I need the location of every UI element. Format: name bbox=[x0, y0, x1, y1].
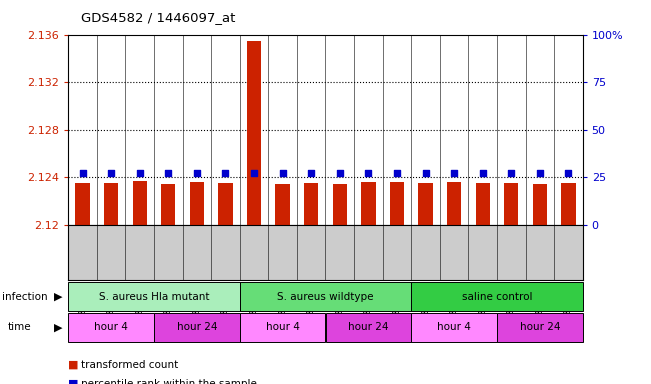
Point bbox=[220, 170, 230, 176]
Bar bbox=[419, 183, 433, 225]
Bar bbox=[68, 313, 154, 342]
Bar bbox=[154, 313, 240, 342]
Bar bbox=[76, 183, 90, 225]
Text: ■: ■ bbox=[68, 360, 79, 370]
Bar bbox=[133, 181, 147, 225]
Bar bbox=[411, 313, 497, 342]
Bar bbox=[475, 183, 490, 225]
Bar bbox=[240, 282, 411, 311]
Text: transformed count: transformed count bbox=[81, 360, 178, 370]
Bar bbox=[390, 182, 404, 225]
Point bbox=[249, 170, 259, 176]
Point bbox=[534, 170, 545, 176]
Bar bbox=[161, 184, 176, 225]
Text: S. aureus Hla mutant: S. aureus Hla mutant bbox=[99, 291, 210, 302]
Point bbox=[135, 170, 145, 176]
Point bbox=[106, 170, 117, 176]
Point bbox=[363, 170, 374, 176]
Bar bbox=[333, 184, 347, 225]
Point bbox=[306, 170, 316, 176]
Text: infection: infection bbox=[2, 291, 48, 302]
Bar bbox=[218, 183, 232, 225]
Bar bbox=[247, 40, 261, 225]
Text: hour 24: hour 24 bbox=[519, 322, 560, 333]
Text: ▶: ▶ bbox=[54, 322, 62, 333]
Bar bbox=[497, 313, 583, 342]
Point bbox=[335, 170, 345, 176]
Text: saline control: saline control bbox=[462, 291, 532, 302]
Text: GDS4582 / 1446097_at: GDS4582 / 1446097_at bbox=[81, 12, 236, 25]
Bar bbox=[447, 182, 461, 225]
Bar bbox=[190, 182, 204, 225]
Point bbox=[449, 170, 459, 176]
Bar bbox=[361, 182, 376, 225]
Bar bbox=[240, 313, 326, 342]
Point bbox=[506, 170, 516, 176]
Text: hour 4: hour 4 bbox=[437, 322, 471, 333]
Text: percentile rank within the sample: percentile rank within the sample bbox=[81, 379, 257, 384]
Bar bbox=[304, 183, 318, 225]
Bar bbox=[504, 183, 518, 225]
Point bbox=[563, 170, 574, 176]
Bar bbox=[326, 313, 411, 342]
Bar bbox=[533, 184, 547, 225]
Point bbox=[477, 170, 488, 176]
Point bbox=[191, 170, 202, 176]
Text: hour 24: hour 24 bbox=[348, 322, 389, 333]
Text: hour 4: hour 4 bbox=[266, 322, 299, 333]
Point bbox=[277, 170, 288, 176]
Text: ■: ■ bbox=[68, 379, 79, 384]
Bar bbox=[68, 282, 240, 311]
Bar bbox=[275, 184, 290, 225]
Text: time: time bbox=[8, 322, 31, 333]
Text: hour 4: hour 4 bbox=[94, 322, 128, 333]
Point bbox=[77, 170, 88, 176]
Text: S. aureus wildtype: S. aureus wildtype bbox=[277, 291, 374, 302]
Text: ▶: ▶ bbox=[54, 291, 62, 302]
Point bbox=[163, 170, 174, 176]
Bar bbox=[561, 183, 575, 225]
Point bbox=[421, 170, 431, 176]
Bar bbox=[411, 282, 583, 311]
Text: hour 24: hour 24 bbox=[176, 322, 217, 333]
Point bbox=[392, 170, 402, 176]
Bar bbox=[104, 183, 118, 225]
